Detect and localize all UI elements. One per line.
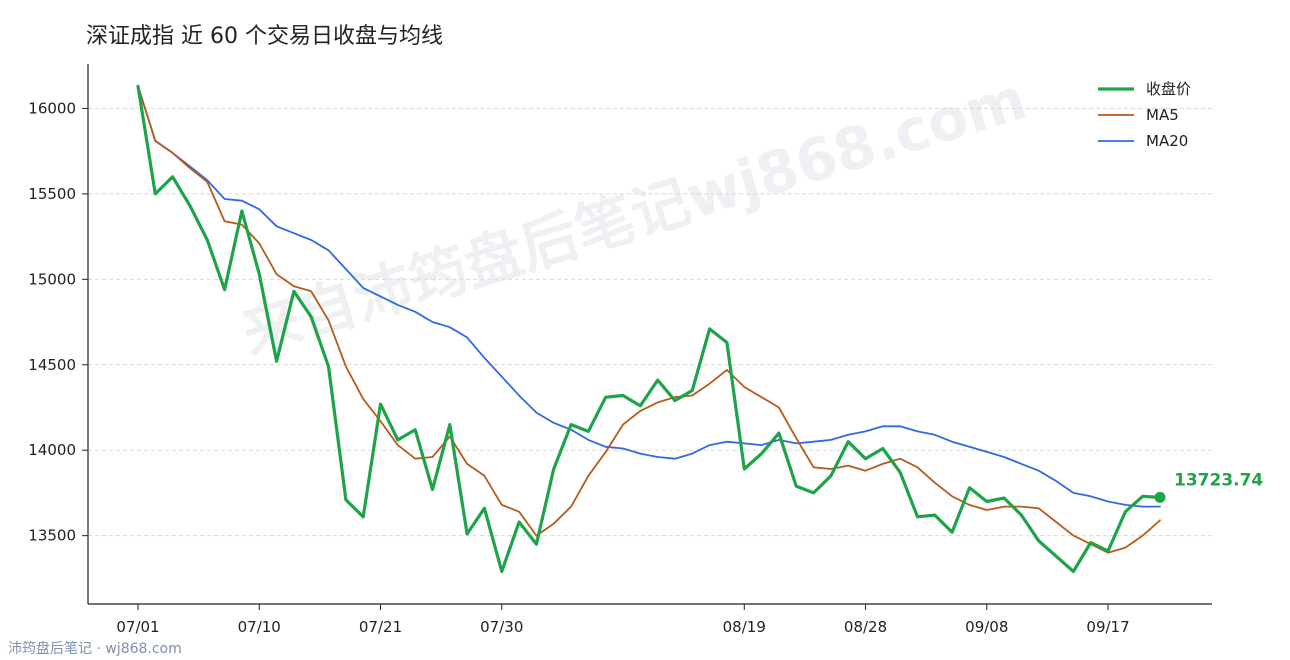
legend: 收盘价 MA5 MA20 bbox=[1098, 80, 1191, 150]
legend-label: 收盘价 bbox=[1146, 80, 1191, 98]
series-line-0 bbox=[136, 84, 1162, 574]
y-tick-label: 14500 bbox=[28, 356, 76, 374]
watermark-text: 来自沛筠盘后笔记wj868.com bbox=[234, 64, 1033, 367]
last-point-dot bbox=[1154, 491, 1166, 503]
footer-credit: 沛筠盘后笔记 · wj868.com bbox=[8, 641, 182, 657]
y-tick-label: 13500 bbox=[28, 527, 76, 545]
y-tick-label: 15500 bbox=[28, 185, 76, 203]
x-tick-label: 07/21 bbox=[359, 618, 402, 636]
x-tick-label: 09/08 bbox=[965, 618, 1008, 636]
legend-label: MA20 bbox=[1146, 132, 1188, 150]
y-ticks: 13500 14000 14500 15000 15500 16000 bbox=[28, 99, 88, 545]
x-tick-label: 07/01 bbox=[116, 618, 159, 636]
x-tick-label: 08/19 bbox=[723, 618, 766, 636]
x-tick-label: 08/28 bbox=[844, 618, 887, 636]
x-tick-label: 07/30 bbox=[480, 618, 523, 636]
last-value-marker: 13723.74 bbox=[1154, 470, 1263, 503]
x-tick-label: 09/17 bbox=[1086, 618, 1129, 636]
x-ticks: 07/01 07/10 07/21 07/30 08/19 08/28 09/08 09/17 bbox=[116, 604, 1130, 636]
axes bbox=[87, 64, 1212, 605]
series-lines bbox=[136, 84, 1162, 574]
y-tick-label: 16000 bbox=[28, 99, 76, 117]
legend-label: MA5 bbox=[1146, 106, 1179, 124]
x-tick-label: 07/10 bbox=[238, 618, 281, 636]
y-tick-label: 15000 bbox=[28, 270, 76, 288]
chart-title: 深证成指 近 60 个交易日收盘与均线 bbox=[86, 24, 443, 49]
last-value-label: 13723.74 bbox=[1174, 470, 1263, 490]
series-line-2 bbox=[137, 85, 1161, 508]
series-line-1 bbox=[137, 85, 1161, 554]
grid-lines bbox=[88, 107, 1212, 537]
y-tick-label: 14000 bbox=[28, 441, 76, 459]
